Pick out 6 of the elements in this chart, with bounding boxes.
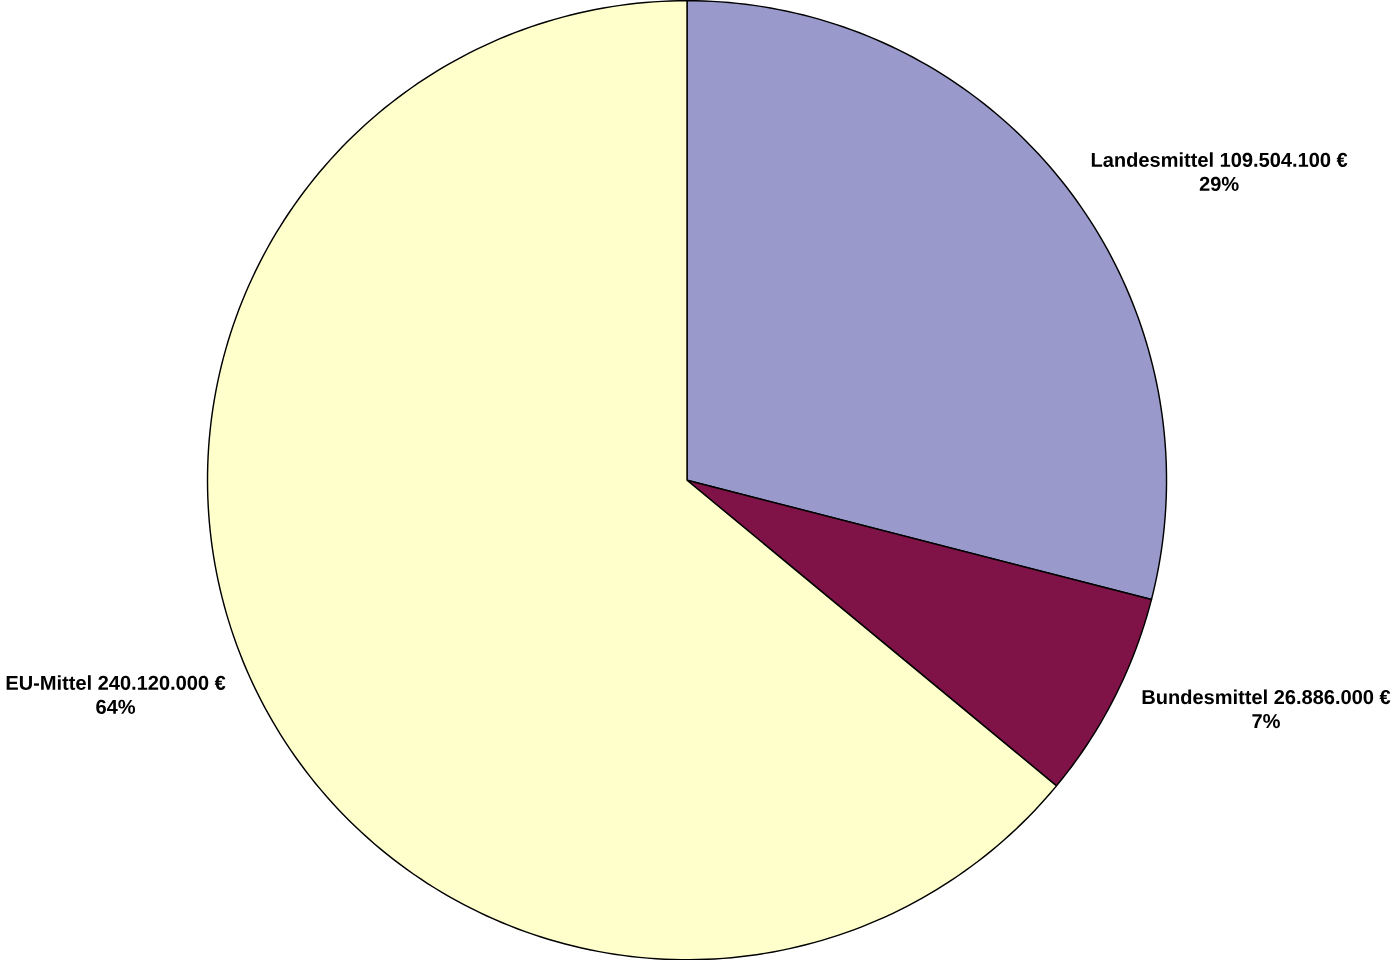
slice-label: Bundesmittel 26.886.000 €	[1142, 689, 1391, 704]
data-label: 7%	[1252, 713, 1280, 728]
slice-label: EU-Mittel 240.120.000 €	[6, 674, 226, 690]
slice-label: Landesmittel 109.504.100 €	[1091, 152, 1348, 167]
data-label: 29%	[1199, 176, 1239, 191]
data-label: 64%	[96, 699, 136, 714]
